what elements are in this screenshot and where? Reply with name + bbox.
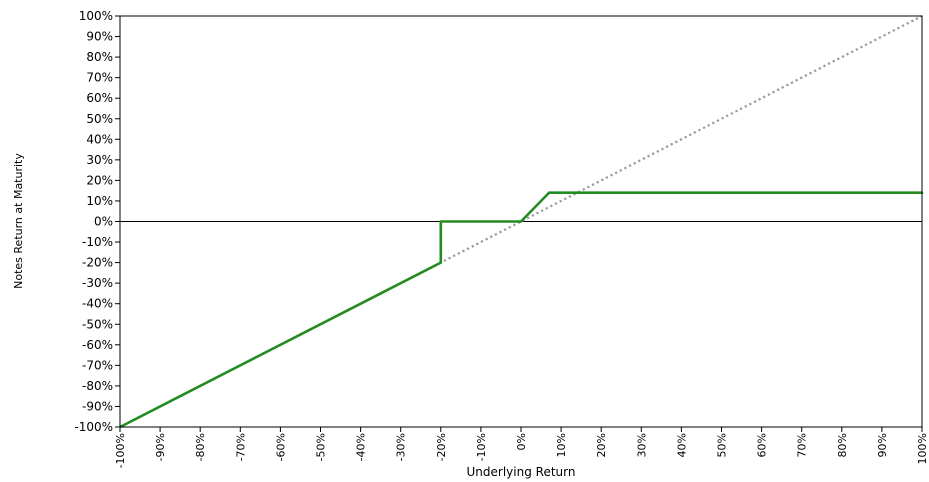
- x-tick-label: 60%: [756, 433, 769, 457]
- x-tick-label: -100%: [114, 433, 127, 468]
- y-tick-label: -10%: [82, 235, 113, 249]
- y-tick-label: 20%: [86, 173, 113, 187]
- x-tick-label: 20%: [595, 433, 608, 457]
- underlying-return-line: [119, 15, 923, 428]
- y-tick-label: 50%: [86, 112, 113, 126]
- x-tick-label: -40%: [355, 433, 368, 461]
- y-tick-label: 40%: [86, 132, 113, 146]
- x-tick-label: 100%: [916, 433, 929, 464]
- y-tick-label: 10%: [86, 194, 113, 208]
- y-tick-label: -40%: [82, 297, 113, 311]
- y-tick-label: 100%: [79, 9, 113, 23]
- y-tick-label: -100%: [74, 420, 113, 434]
- y-tick-label: 90%: [86, 30, 113, 44]
- x-tick-label: 50%: [716, 433, 729, 457]
- y-tick-label: 0%: [94, 215, 113, 229]
- series-lines: [118, 15, 924, 429]
- x-tick-label: -50%: [315, 433, 328, 461]
- notes-return-line: [118, 191, 924, 429]
- x-tick-label: 70%: [796, 433, 809, 457]
- x-tick-label: 40%: [675, 433, 688, 457]
- y-tick-label: 60%: [86, 91, 113, 105]
- x-tick-label: -10%: [475, 433, 488, 461]
- x-axis-ticks: -100% -90% -80% -70% -60% -50% -40% -30% -20% -10…: [114, 427, 929, 468]
- x-tick-label: 0%: [515, 433, 528, 450]
- x-tick-label: -70%: [234, 433, 247, 461]
- x-tick-label: 90%: [876, 433, 889, 457]
- y-tick-label: 30%: [86, 153, 113, 167]
- x-axis-title: Underlying Return: [467, 465, 576, 479]
- y-tick-label: 70%: [86, 71, 113, 85]
- plot-frame: [119, 15, 923, 428]
- y-tick-label: -50%: [82, 317, 113, 331]
- x-tick-label: -30%: [395, 433, 408, 461]
- x-tick-label: -60%: [274, 433, 287, 461]
- x-tick-label: 30%: [635, 433, 648, 457]
- y-tick-label: -20%: [82, 256, 113, 270]
- x-tick-label: 80%: [836, 433, 849, 457]
- x-tick-label: 10%: [555, 433, 568, 457]
- y-tick-label: 80%: [86, 50, 113, 64]
- x-tick-label: -20%: [435, 433, 448, 461]
- y-tick-label: -60%: [82, 338, 113, 352]
- y-tick-label: -70%: [82, 358, 113, 372]
- y-tick-label: -90%: [82, 399, 113, 413]
- y-tick-label: -30%: [82, 276, 113, 290]
- y-axis-ticks: -100% -90% -80% -70% -60% -50% -40% -30% -20% -10…: [74, 9, 120, 434]
- y-axis-title: Notes Return at Maturity: [12, 153, 25, 289]
- x-tick-label: -90%: [154, 433, 167, 461]
- y-tick-label: -80%: [82, 379, 113, 393]
- x-tick-label: -80%: [194, 433, 207, 461]
